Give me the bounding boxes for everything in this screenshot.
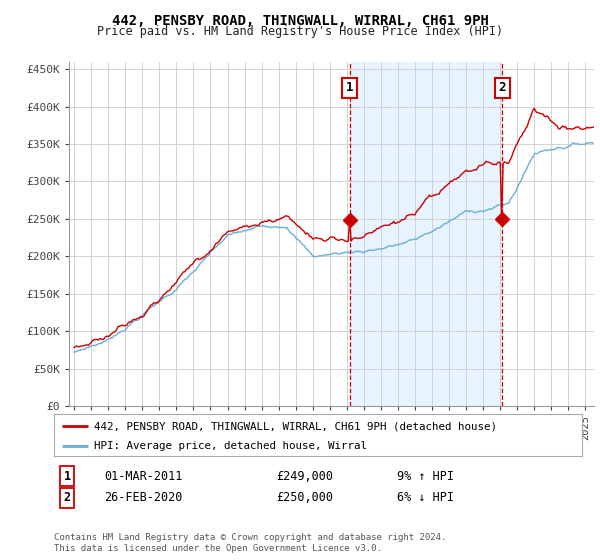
- Text: HPI: Average price, detached house, Wirral: HPI: Average price, detached house, Wirr…: [94, 441, 367, 451]
- Text: 01-MAR-2011: 01-MAR-2011: [104, 470, 182, 483]
- Text: 442, PENSBY ROAD, THINGWALL, WIRRAL, CH61 9PH (detached house): 442, PENSBY ROAD, THINGWALL, WIRRAL, CH6…: [94, 421, 497, 431]
- Text: 2: 2: [499, 81, 506, 94]
- Bar: [350, 62, 502, 406]
- Text: 1: 1: [346, 81, 353, 94]
- Text: 9% ↑ HPI: 9% ↑ HPI: [397, 470, 454, 483]
- Text: £249,000: £249,000: [276, 470, 333, 483]
- Text: 26-FEB-2020: 26-FEB-2020: [104, 491, 182, 504]
- Text: 2: 2: [64, 491, 71, 504]
- Text: £250,000: £250,000: [276, 491, 333, 504]
- Text: 6% ↓ HPI: 6% ↓ HPI: [397, 491, 454, 504]
- Text: Price paid vs. HM Land Registry's House Price Index (HPI): Price paid vs. HM Land Registry's House …: [97, 25, 503, 38]
- Text: Contains HM Land Registry data © Crown copyright and database right 2024.
This d: Contains HM Land Registry data © Crown c…: [54, 533, 446, 553]
- Text: 1: 1: [64, 470, 71, 483]
- Text: 442, PENSBY ROAD, THINGWALL, WIRRAL, CH61 9PH: 442, PENSBY ROAD, THINGWALL, WIRRAL, CH6…: [112, 14, 488, 28]
